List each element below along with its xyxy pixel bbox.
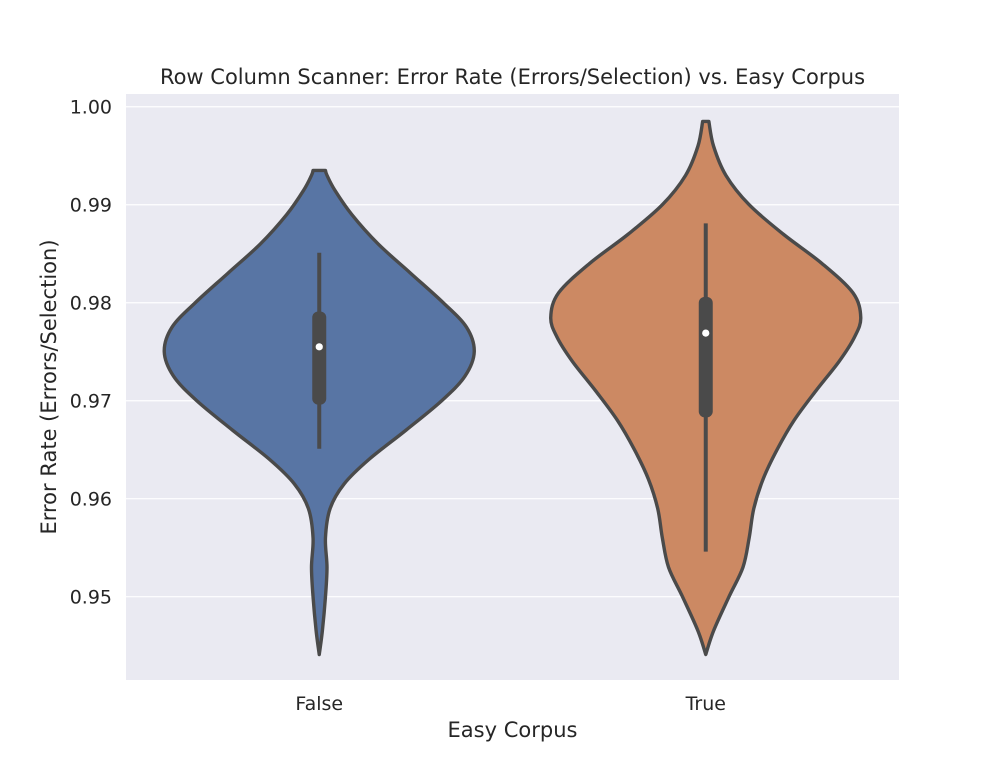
y-tick-label: 0.96: [70, 489, 112, 511]
y-axis-label: Error Rate (Errors/Selection): [37, 239, 61, 534]
x-tick-labels: False True: [295, 693, 726, 715]
violin-false: [162, 168, 476, 657]
iqr-box: [312, 311, 327, 405]
x-tick-label: True: [685, 693, 726, 715]
y-tick-label: 0.99: [70, 195, 112, 217]
y-tick-label: 0.95: [70, 587, 112, 609]
y-tick-label: 1.00: [70, 97, 112, 119]
median-marker: [315, 343, 323, 351]
violin-true: [549, 119, 863, 657]
violins: [162, 119, 863, 657]
median-marker: [702, 329, 710, 337]
y-tick-labels: 0.95 0.96 0.97 0.98 0.99 1.00: [70, 97, 112, 609]
y-tick-label: 0.98: [70, 293, 112, 315]
y-tick-label: 0.97: [70, 391, 112, 413]
iqr-box: [698, 296, 713, 418]
x-tick-label: False: [295, 693, 343, 715]
x-axis-label: Easy Corpus: [448, 718, 578, 742]
chart-title: Row Column Scanner: Error Rate (Errors/S…: [160, 65, 865, 89]
